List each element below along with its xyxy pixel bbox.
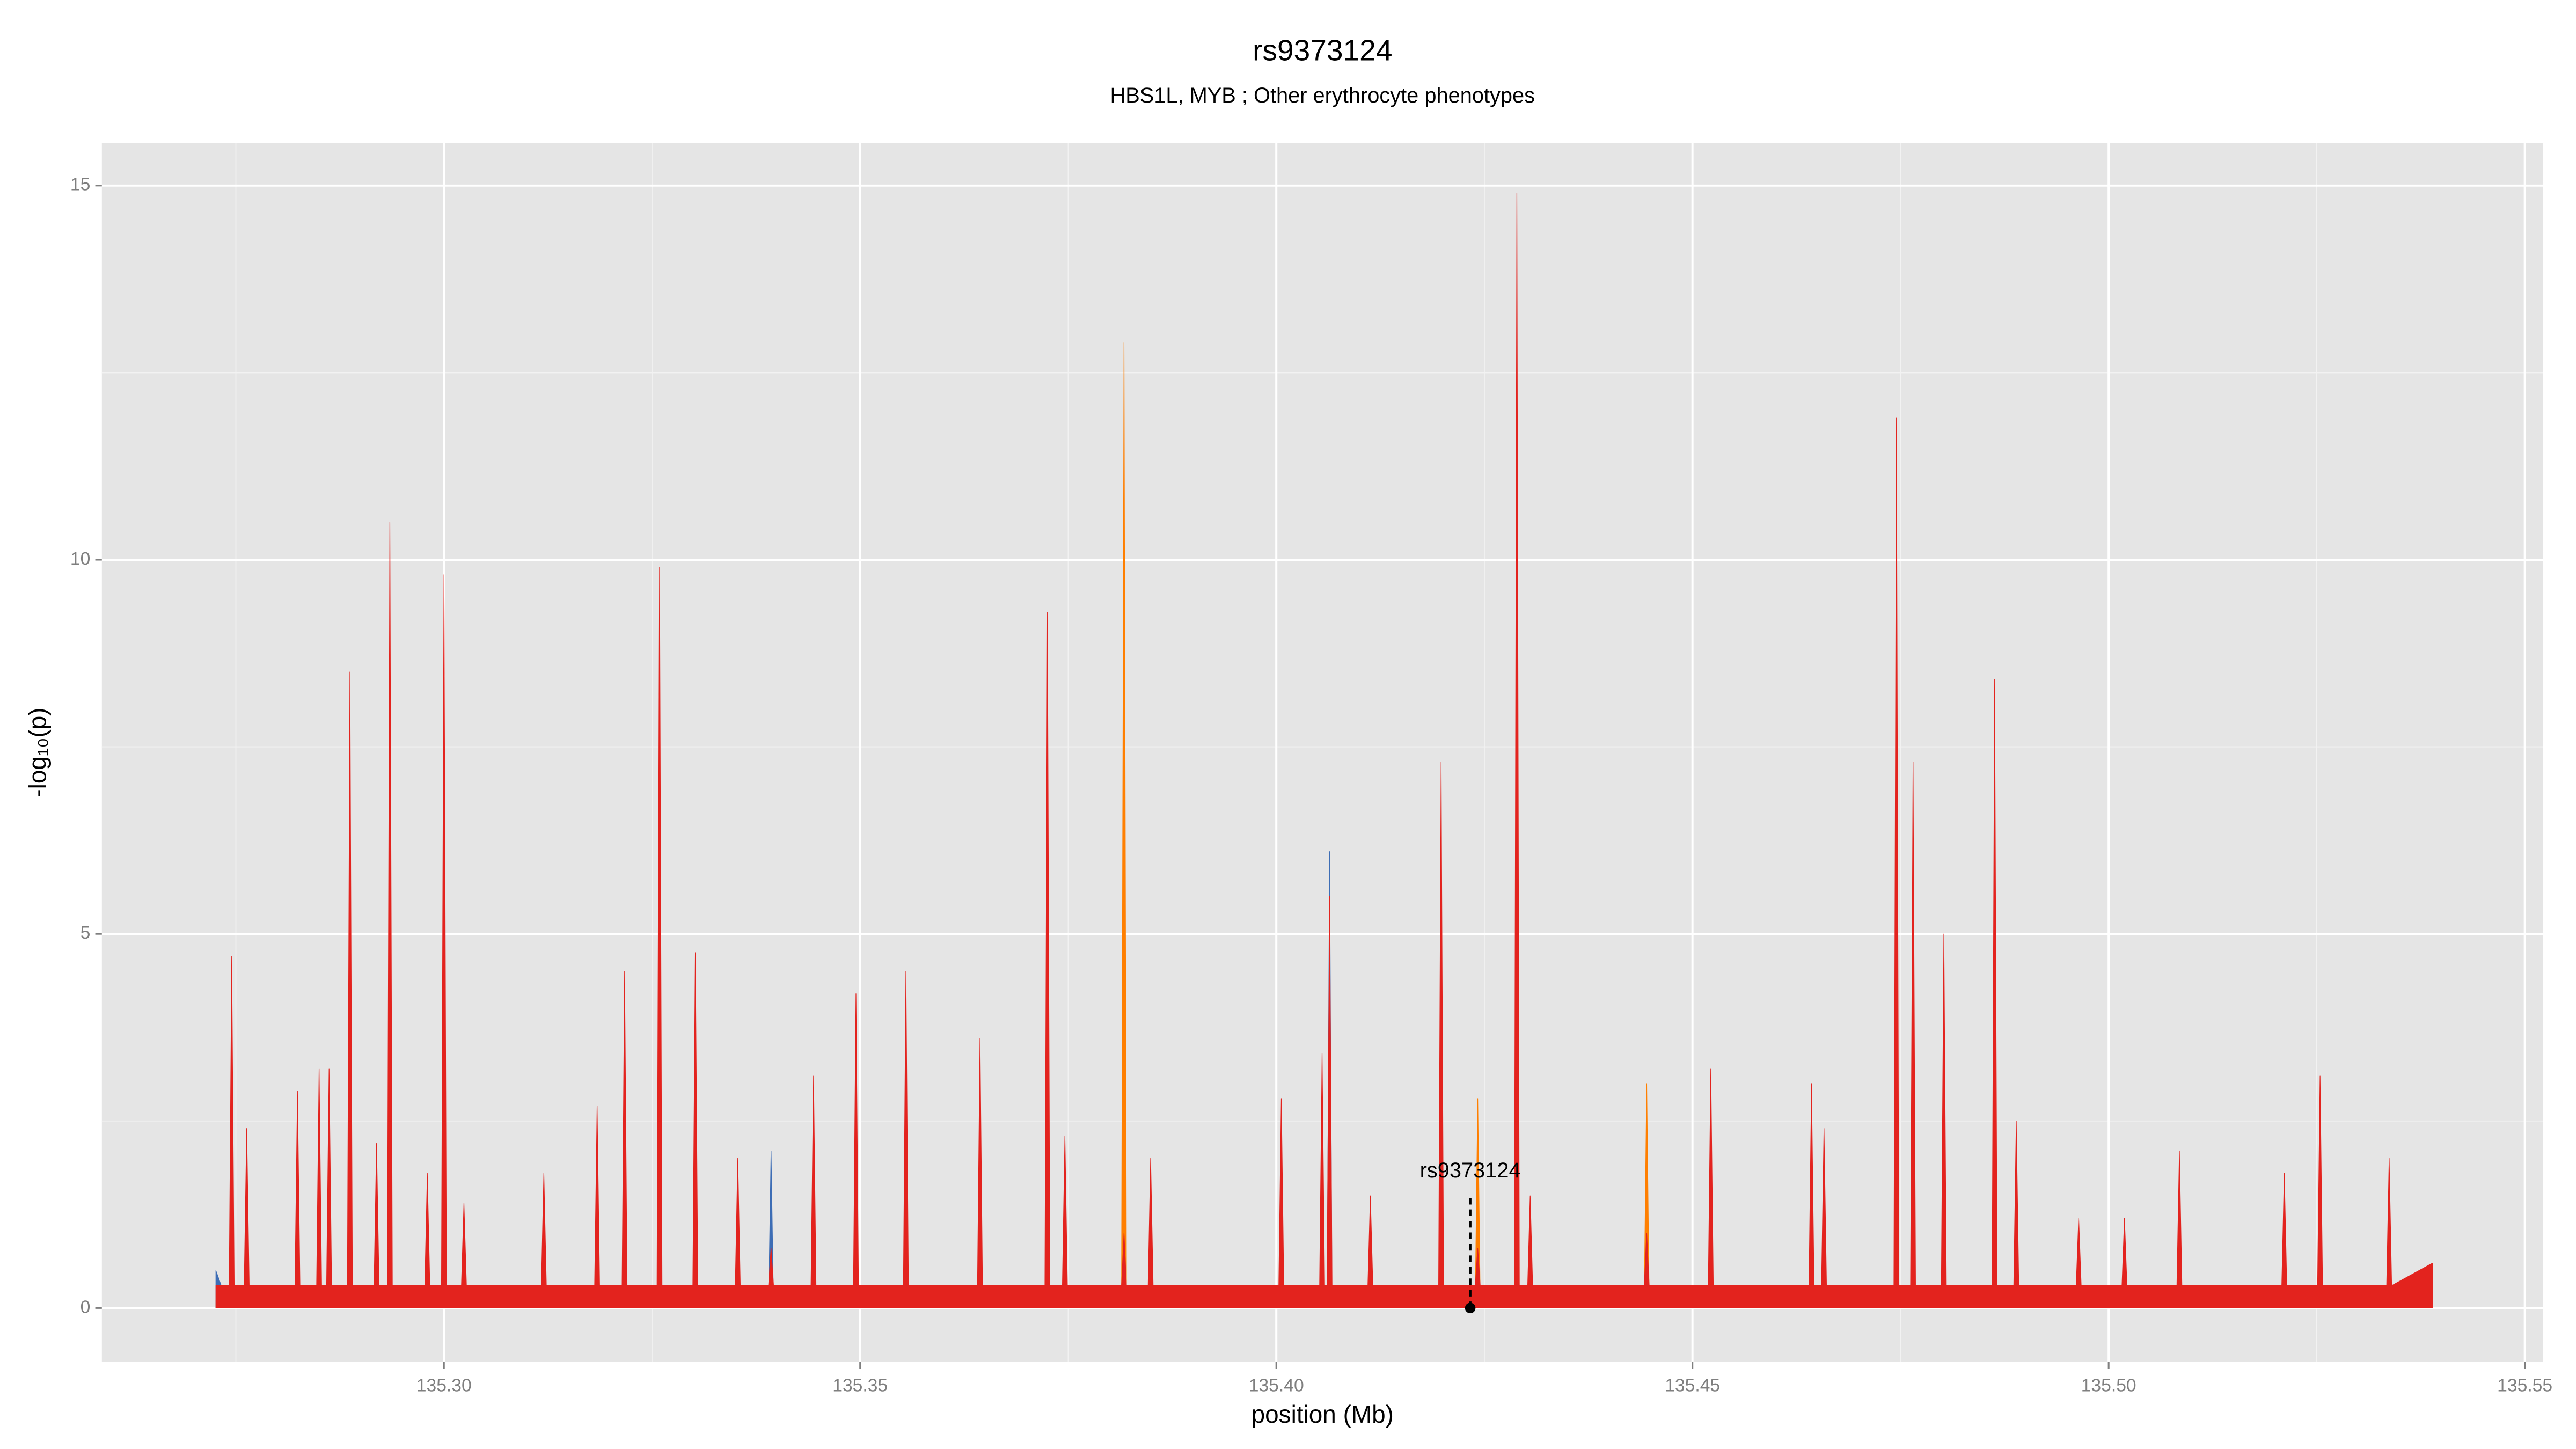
chart-subtitle: HBS1L, MYB ; Other erythrocyte phenotype…	[1110, 84, 1535, 107]
y-tick-label: 10	[70, 549, 90, 569]
x-axis-label: position (Mb)	[1252, 1400, 1394, 1428]
y-tick-label: 5	[80, 923, 91, 943]
area	[215, 193, 2433, 1308]
x-tick-label: 135.55	[2497, 1376, 2552, 1396]
annotation-point	[1465, 1302, 1476, 1314]
x-tick-label: 135.50	[2081, 1376, 2136, 1396]
x-tick-label: 135.35	[832, 1376, 888, 1396]
y-axis-label: -log₁₀(p)	[24, 707, 52, 797]
chart-title: rs9373124	[1253, 34, 1392, 67]
x-tick-label: 135.40	[1249, 1376, 1304, 1396]
y-tick-label: 15	[70, 175, 90, 195]
x-tick-label: 135.45	[1665, 1376, 1720, 1396]
annotation-label: rs9373124	[1420, 1159, 1521, 1182]
x-tick-label: 135.30	[416, 1376, 472, 1396]
y-tick-label: 0	[80, 1297, 91, 1317]
